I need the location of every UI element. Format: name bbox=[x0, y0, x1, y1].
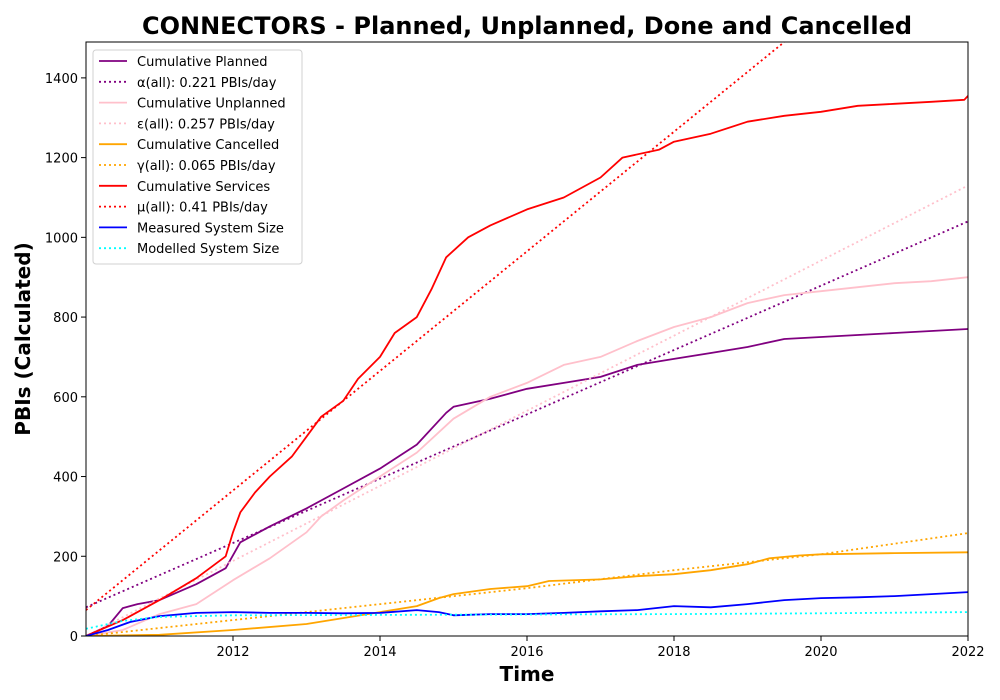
y-axis-label: PBIs (Calculated) bbox=[11, 242, 35, 435]
series-line-5 bbox=[86, 532, 968, 636]
x-tick-label-3: 2018 bbox=[657, 645, 690, 660]
legend: Cumulative Planned α(all): 0.221 PBIs/day… bbox=[92, 49, 303, 265]
legend-label-1: α(all): 0.221 PBIs/day bbox=[137, 76, 277, 91]
y-tick-label-0: 0 bbox=[70, 630, 78, 645]
legend-label-4: Cumulative Cancelled bbox=[137, 138, 279, 153]
series-line-2 bbox=[86, 276, 968, 636]
ticks-layer: 2012 2014 2016 2018 2020 2022 0 200 400 600 800 100… bbox=[45, 72, 985, 660]
x-tick-label-0: 2012 bbox=[216, 645, 249, 660]
legend-label-9: Modelled System Size bbox=[137, 242, 279, 257]
legend-label-8: Measured System Size bbox=[137, 221, 284, 236]
legend-label-3: ε(all): 0.257 PBIs/day bbox=[137, 117, 275, 132]
series-line-3 bbox=[86, 184, 968, 636]
x-tick-label-1: 2014 bbox=[363, 645, 396, 660]
series-line-4 bbox=[86, 551, 968, 636]
y-tick-label-3: 600 bbox=[53, 391, 78, 406]
chart-title: CONNECTORS - Planned, Unplanned, Done an… bbox=[142, 12, 912, 40]
series-line-0 bbox=[86, 328, 968, 636]
legend-label-5: γ(all): 0.065 PBIs/day bbox=[137, 159, 276, 174]
x-tick-label-4: 2020 bbox=[804, 645, 837, 660]
series-line-7 bbox=[86, 42, 785, 611]
series-line-6 bbox=[86, 95, 968, 636]
series-layer bbox=[86, 42, 968, 636]
y-tick-label-6: 1200 bbox=[45, 152, 78, 167]
y-tick-label-4: 800 bbox=[53, 311, 78, 326]
y-tick-label-5: 1000 bbox=[45, 231, 78, 246]
legend-label-2: Cumulative Unplanned bbox=[137, 97, 286, 112]
legend-label-6: Cumulative Services bbox=[137, 180, 270, 195]
x-tick-label-2: 2016 bbox=[510, 645, 543, 660]
legend-box bbox=[92, 49, 303, 265]
legend-label-7: μ(all): 0.41 PBIs/day bbox=[137, 201, 268, 216]
series-line-1 bbox=[86, 220, 968, 609]
x-axis-label: Time bbox=[500, 662, 555, 686]
y-tick-label-1: 200 bbox=[53, 550, 78, 565]
series-line-9 bbox=[86, 611, 968, 630]
legend-label-0: Cumulative Planned bbox=[137, 55, 267, 70]
x-tick-label-5: 2022 bbox=[951, 645, 984, 660]
y-tick-label-7: 1400 bbox=[45, 72, 78, 87]
y-tick-label-2: 400 bbox=[53, 471, 78, 486]
